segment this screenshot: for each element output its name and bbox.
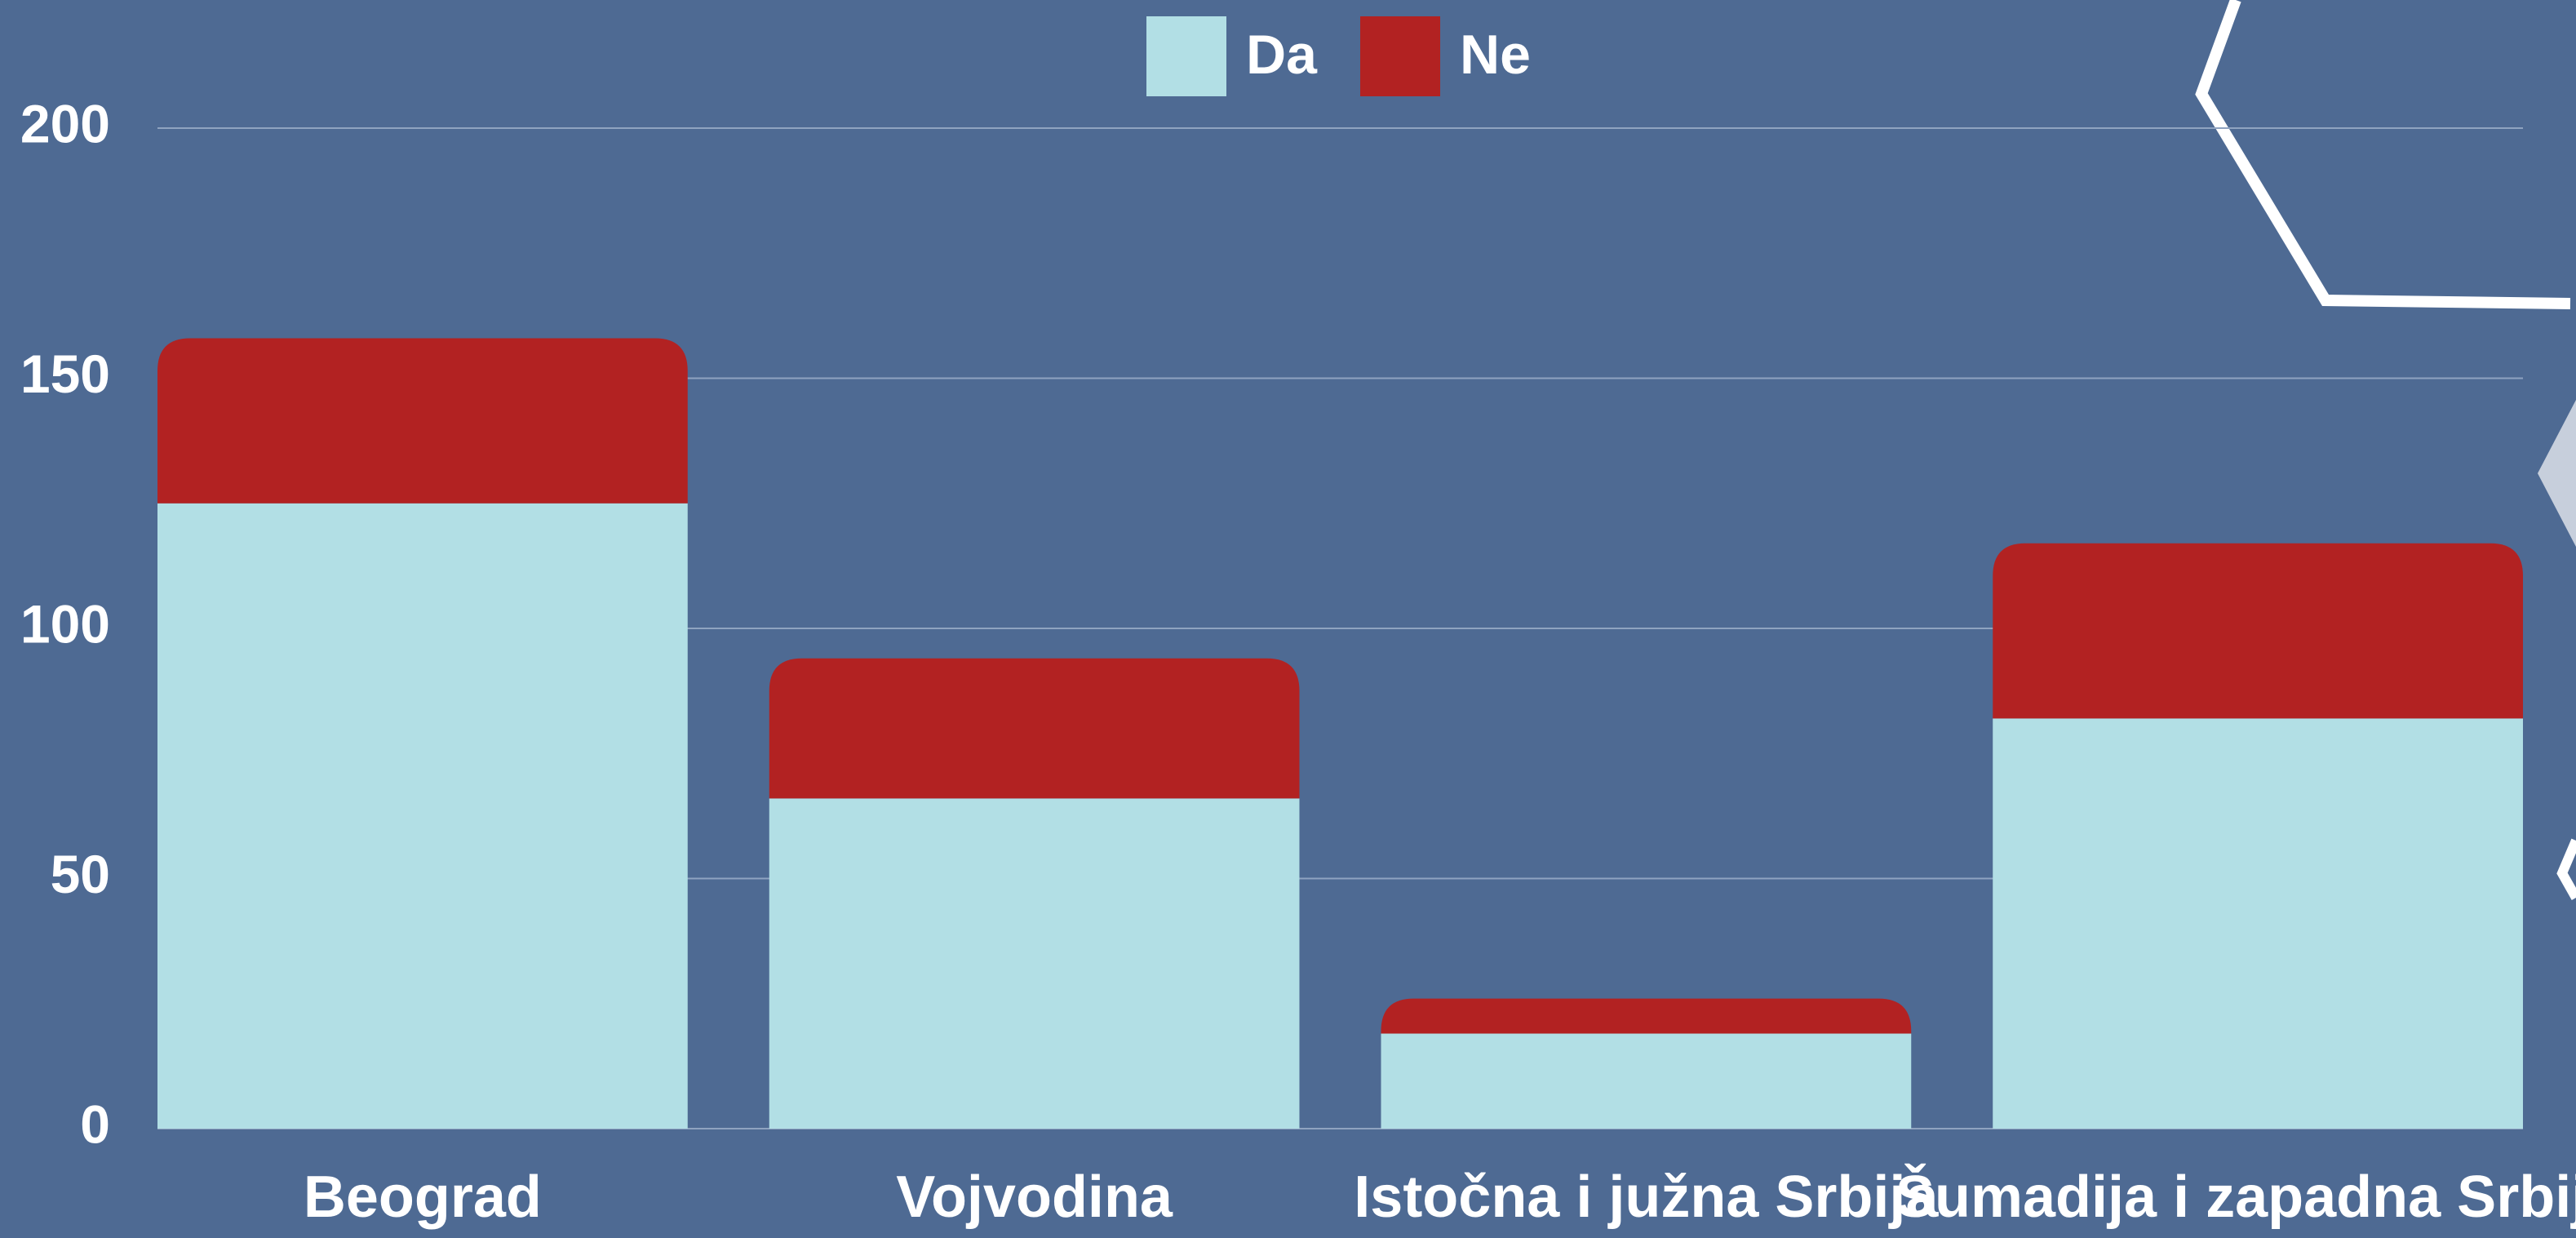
x-tick-label: Vojvodina (896, 1165, 1173, 1230)
bar-segment (157, 503, 688, 1129)
bar-segment (769, 798, 1300, 1129)
legend-label: Da (1246, 24, 1318, 86)
legend-swatch (1360, 16, 1440, 96)
y-tick-label: 100 (20, 593, 110, 654)
legend-swatch (1146, 16, 1226, 96)
x-tick-label: Šumadija i zapadna Srbija (1895, 1164, 2576, 1230)
decoration-hexagon (2556, 838, 2576, 900)
y-tick-label: 50 (51, 844, 110, 904)
bar-segment (157, 338, 688, 504)
x-tick-label: Beograd (304, 1165, 542, 1230)
legend-label: Ne (1460, 24, 1531, 86)
bar-segment (1381, 998, 1912, 1034)
x-tick-label: Istočna i južna Srbija (1354, 1165, 1939, 1230)
y-tick-label: 0 (80, 1094, 110, 1154)
decoration-hexagon (2195, 0, 2571, 309)
decoration-photo (2538, 400, 2576, 547)
y-tick-label: 200 (20, 93, 110, 153)
bar-segment (1993, 543, 2523, 719)
bar-segment (1993, 718, 2523, 1129)
y-tick-label: 150 (20, 344, 110, 404)
bar-segment (769, 658, 1300, 799)
bar-segment (1381, 1033, 1912, 1129)
